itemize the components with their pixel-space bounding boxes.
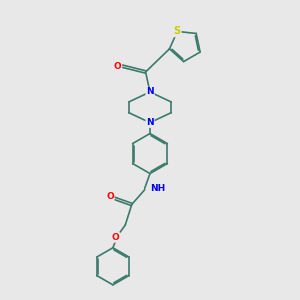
Text: N: N — [146, 118, 154, 127]
Text: N: N — [146, 88, 154, 97]
Text: S: S — [174, 26, 181, 36]
Text: NH: NH — [150, 184, 165, 193]
Text: O: O — [112, 233, 120, 242]
Text: O: O — [114, 61, 122, 70]
Text: O: O — [106, 192, 114, 201]
